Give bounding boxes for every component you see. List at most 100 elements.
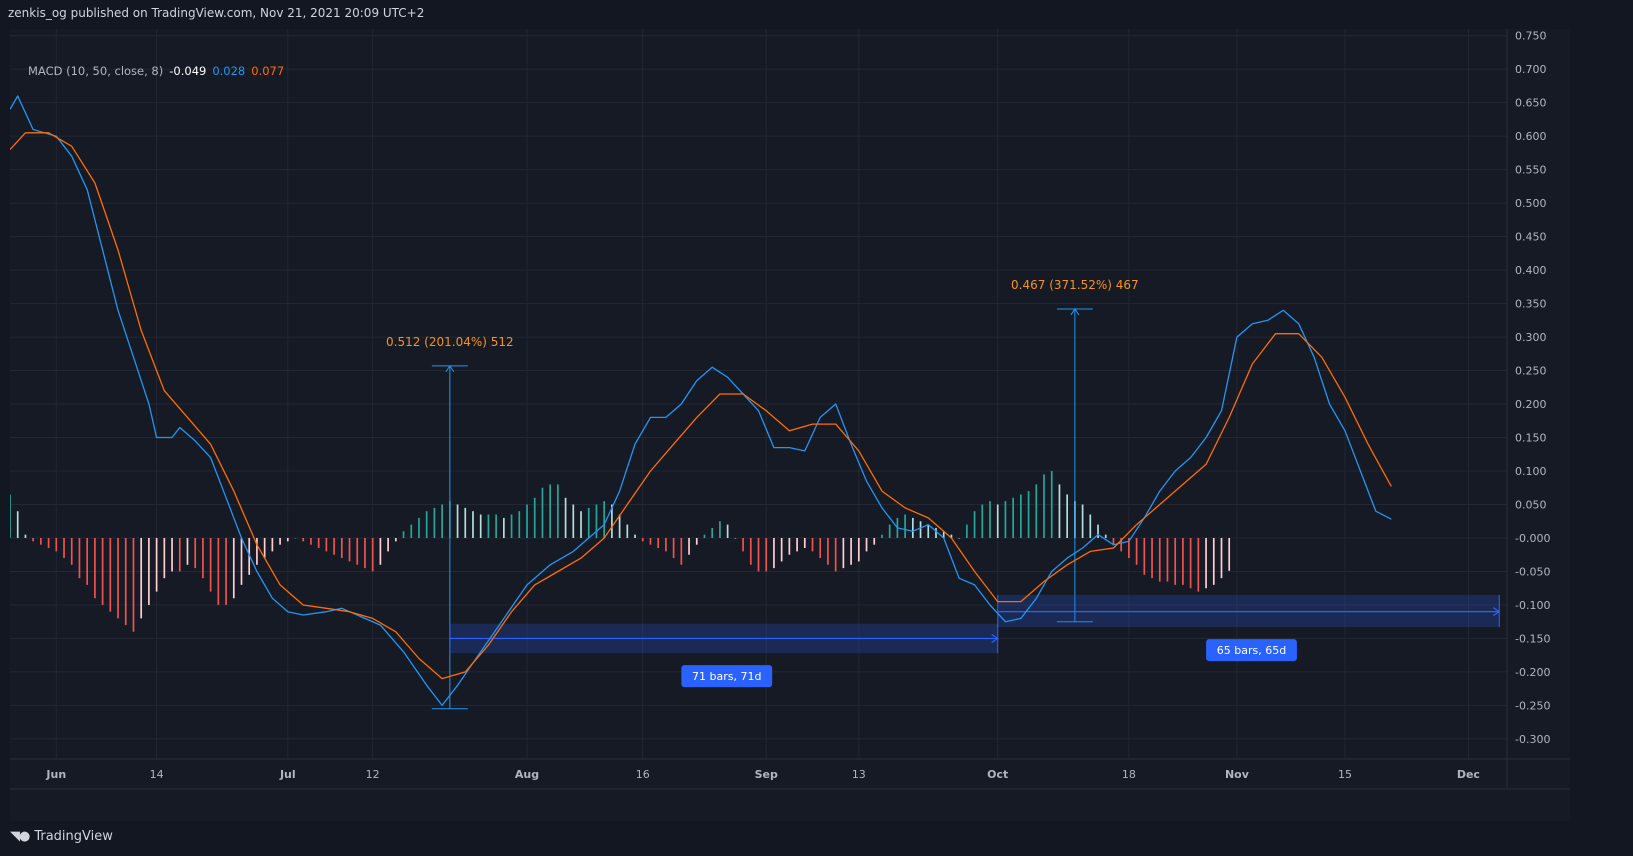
histogram-bar xyxy=(503,517,505,538)
histogram-bar xyxy=(340,537,343,559)
histogram-bar xyxy=(101,537,104,605)
histogram-bar xyxy=(317,537,320,549)
x-tick-label: Jul xyxy=(279,768,296,781)
histogram-bar xyxy=(240,537,243,585)
histogram-bar xyxy=(950,534,953,538)
histogram-bar xyxy=(819,537,822,559)
histogram-bar xyxy=(526,504,528,538)
brand-name: TradingView xyxy=(34,829,113,844)
histogram-bar xyxy=(124,537,127,626)
y-tick-label: 0.400 xyxy=(1515,264,1547,277)
x-tick-label: 16 xyxy=(636,768,650,781)
histogram-bar xyxy=(371,537,374,572)
histogram-bar xyxy=(618,514,621,538)
histogram-bar xyxy=(603,501,606,538)
histogram-bar xyxy=(117,537,119,619)
y-tick-label: 0.200 xyxy=(1515,398,1547,411)
histogram-bar xyxy=(842,537,845,569)
histogram-bar xyxy=(927,524,930,538)
histogram-bar xyxy=(1012,497,1014,538)
histogram-bar xyxy=(510,514,513,538)
histogram-bar xyxy=(248,537,251,575)
histogram-bar xyxy=(464,507,467,538)
y-tick-label: 0.100 xyxy=(1515,465,1547,478)
histogram-bar xyxy=(1066,494,1069,538)
histogram-bar xyxy=(1004,501,1007,538)
histogram-bar xyxy=(657,537,660,549)
histogram-bar xyxy=(773,537,775,569)
x-tick-label: Jun xyxy=(45,768,66,781)
histogram-bar xyxy=(379,537,382,565)
histogram-bar xyxy=(557,484,559,538)
histogram-bar xyxy=(1182,537,1184,585)
histogram-bar xyxy=(263,537,266,559)
histogram-bar xyxy=(1212,537,1215,585)
histogram-bar xyxy=(155,537,158,592)
histogram-bar xyxy=(834,537,837,572)
histogram-bar xyxy=(595,504,598,538)
date-range-box[interactable] xyxy=(997,594,1500,628)
chart-pane[interactable]: 0.512 (201.04%) 512 71 bars, 71d 0.467 (37… xyxy=(10,29,1570,821)
histogram-bar xyxy=(881,534,883,538)
y-tick-label: -0.000 xyxy=(1515,532,1550,545)
y-tick-label: 0.350 xyxy=(1515,298,1547,311)
histogram-bar xyxy=(1089,514,1092,538)
y-tick-label: -0.300 xyxy=(1515,733,1550,746)
tradingview-logo[interactable]: ◥● TradingView xyxy=(10,829,113,844)
macd-line[interactable] xyxy=(10,95,1392,707)
histogram-bar xyxy=(965,524,968,538)
histogram-bar xyxy=(472,511,474,538)
histogram-bar xyxy=(865,537,868,552)
histogram-bar xyxy=(394,537,397,542)
histogram-bar xyxy=(178,537,181,572)
histogram-bar xyxy=(495,514,497,538)
histogram-bar xyxy=(1050,471,1053,538)
histogram-bar xyxy=(148,537,150,605)
publish-info: zenkis_og published on TradingView.com, … xyxy=(8,6,425,20)
histogram-bar xyxy=(441,504,443,538)
macd-chart[interactable]: 0.512 (201.04%) 512 71 bars, 71d 0.467 (37… xyxy=(10,29,1570,821)
histogram-bar xyxy=(32,537,34,542)
signal-line[interactable] xyxy=(10,132,1392,680)
histogram-bar xyxy=(873,537,876,545)
histogram-bar xyxy=(310,537,312,545)
histogram-bar xyxy=(811,537,814,552)
histogram-bar xyxy=(541,487,544,538)
histogram-bar xyxy=(10,494,11,538)
x-tick-label: Oct xyxy=(987,768,1008,781)
tradingview-logo-icon: ◥● xyxy=(10,829,30,844)
histogram-bar xyxy=(479,514,482,538)
histogram-bar xyxy=(1104,534,1107,538)
histogram-bar xyxy=(202,537,204,579)
histogram-bar xyxy=(911,517,914,538)
legend-macd-value: 0.028 xyxy=(212,64,246,78)
legend-indicator-name[interactable]: MACD (10, 50, close, 8) xyxy=(28,64,164,78)
histogram-bar xyxy=(232,537,235,599)
histogram-bar xyxy=(641,537,644,542)
histogram-bar xyxy=(171,537,173,572)
y-tick-label: -0.250 xyxy=(1515,699,1550,712)
histogram-bar xyxy=(16,511,19,538)
histogram-bar xyxy=(1151,537,1153,579)
histogram-bar xyxy=(549,484,552,538)
indicator-legend[interactable]: MACD (10, 50, close, 8) -0.049 0.028 0.077 xyxy=(28,64,290,78)
histogram-bar xyxy=(1058,484,1061,538)
histogram-bar xyxy=(279,537,281,545)
y-tick-label: 0.300 xyxy=(1515,331,1547,344)
histogram-bar xyxy=(40,537,42,545)
histogram-bar xyxy=(788,537,791,555)
y-tick-label: 0.050 xyxy=(1515,499,1547,512)
histogram-bar xyxy=(726,524,729,538)
histogram-bar xyxy=(1081,504,1084,538)
histogram-bar xyxy=(827,537,829,565)
histogram-bar xyxy=(719,521,721,538)
histogram-bar xyxy=(587,507,590,538)
histogram-bar xyxy=(749,537,752,565)
histogram-bar xyxy=(1220,537,1223,579)
y-tick-label: 0.250 xyxy=(1515,365,1547,378)
y-tick-label: 0.750 xyxy=(1515,30,1547,43)
y-tick-label: 0.600 xyxy=(1515,130,1547,143)
x-tick-label: 18 xyxy=(1122,768,1136,781)
histogram-bar xyxy=(580,511,582,538)
date-range-arrowhead xyxy=(1492,607,1501,617)
